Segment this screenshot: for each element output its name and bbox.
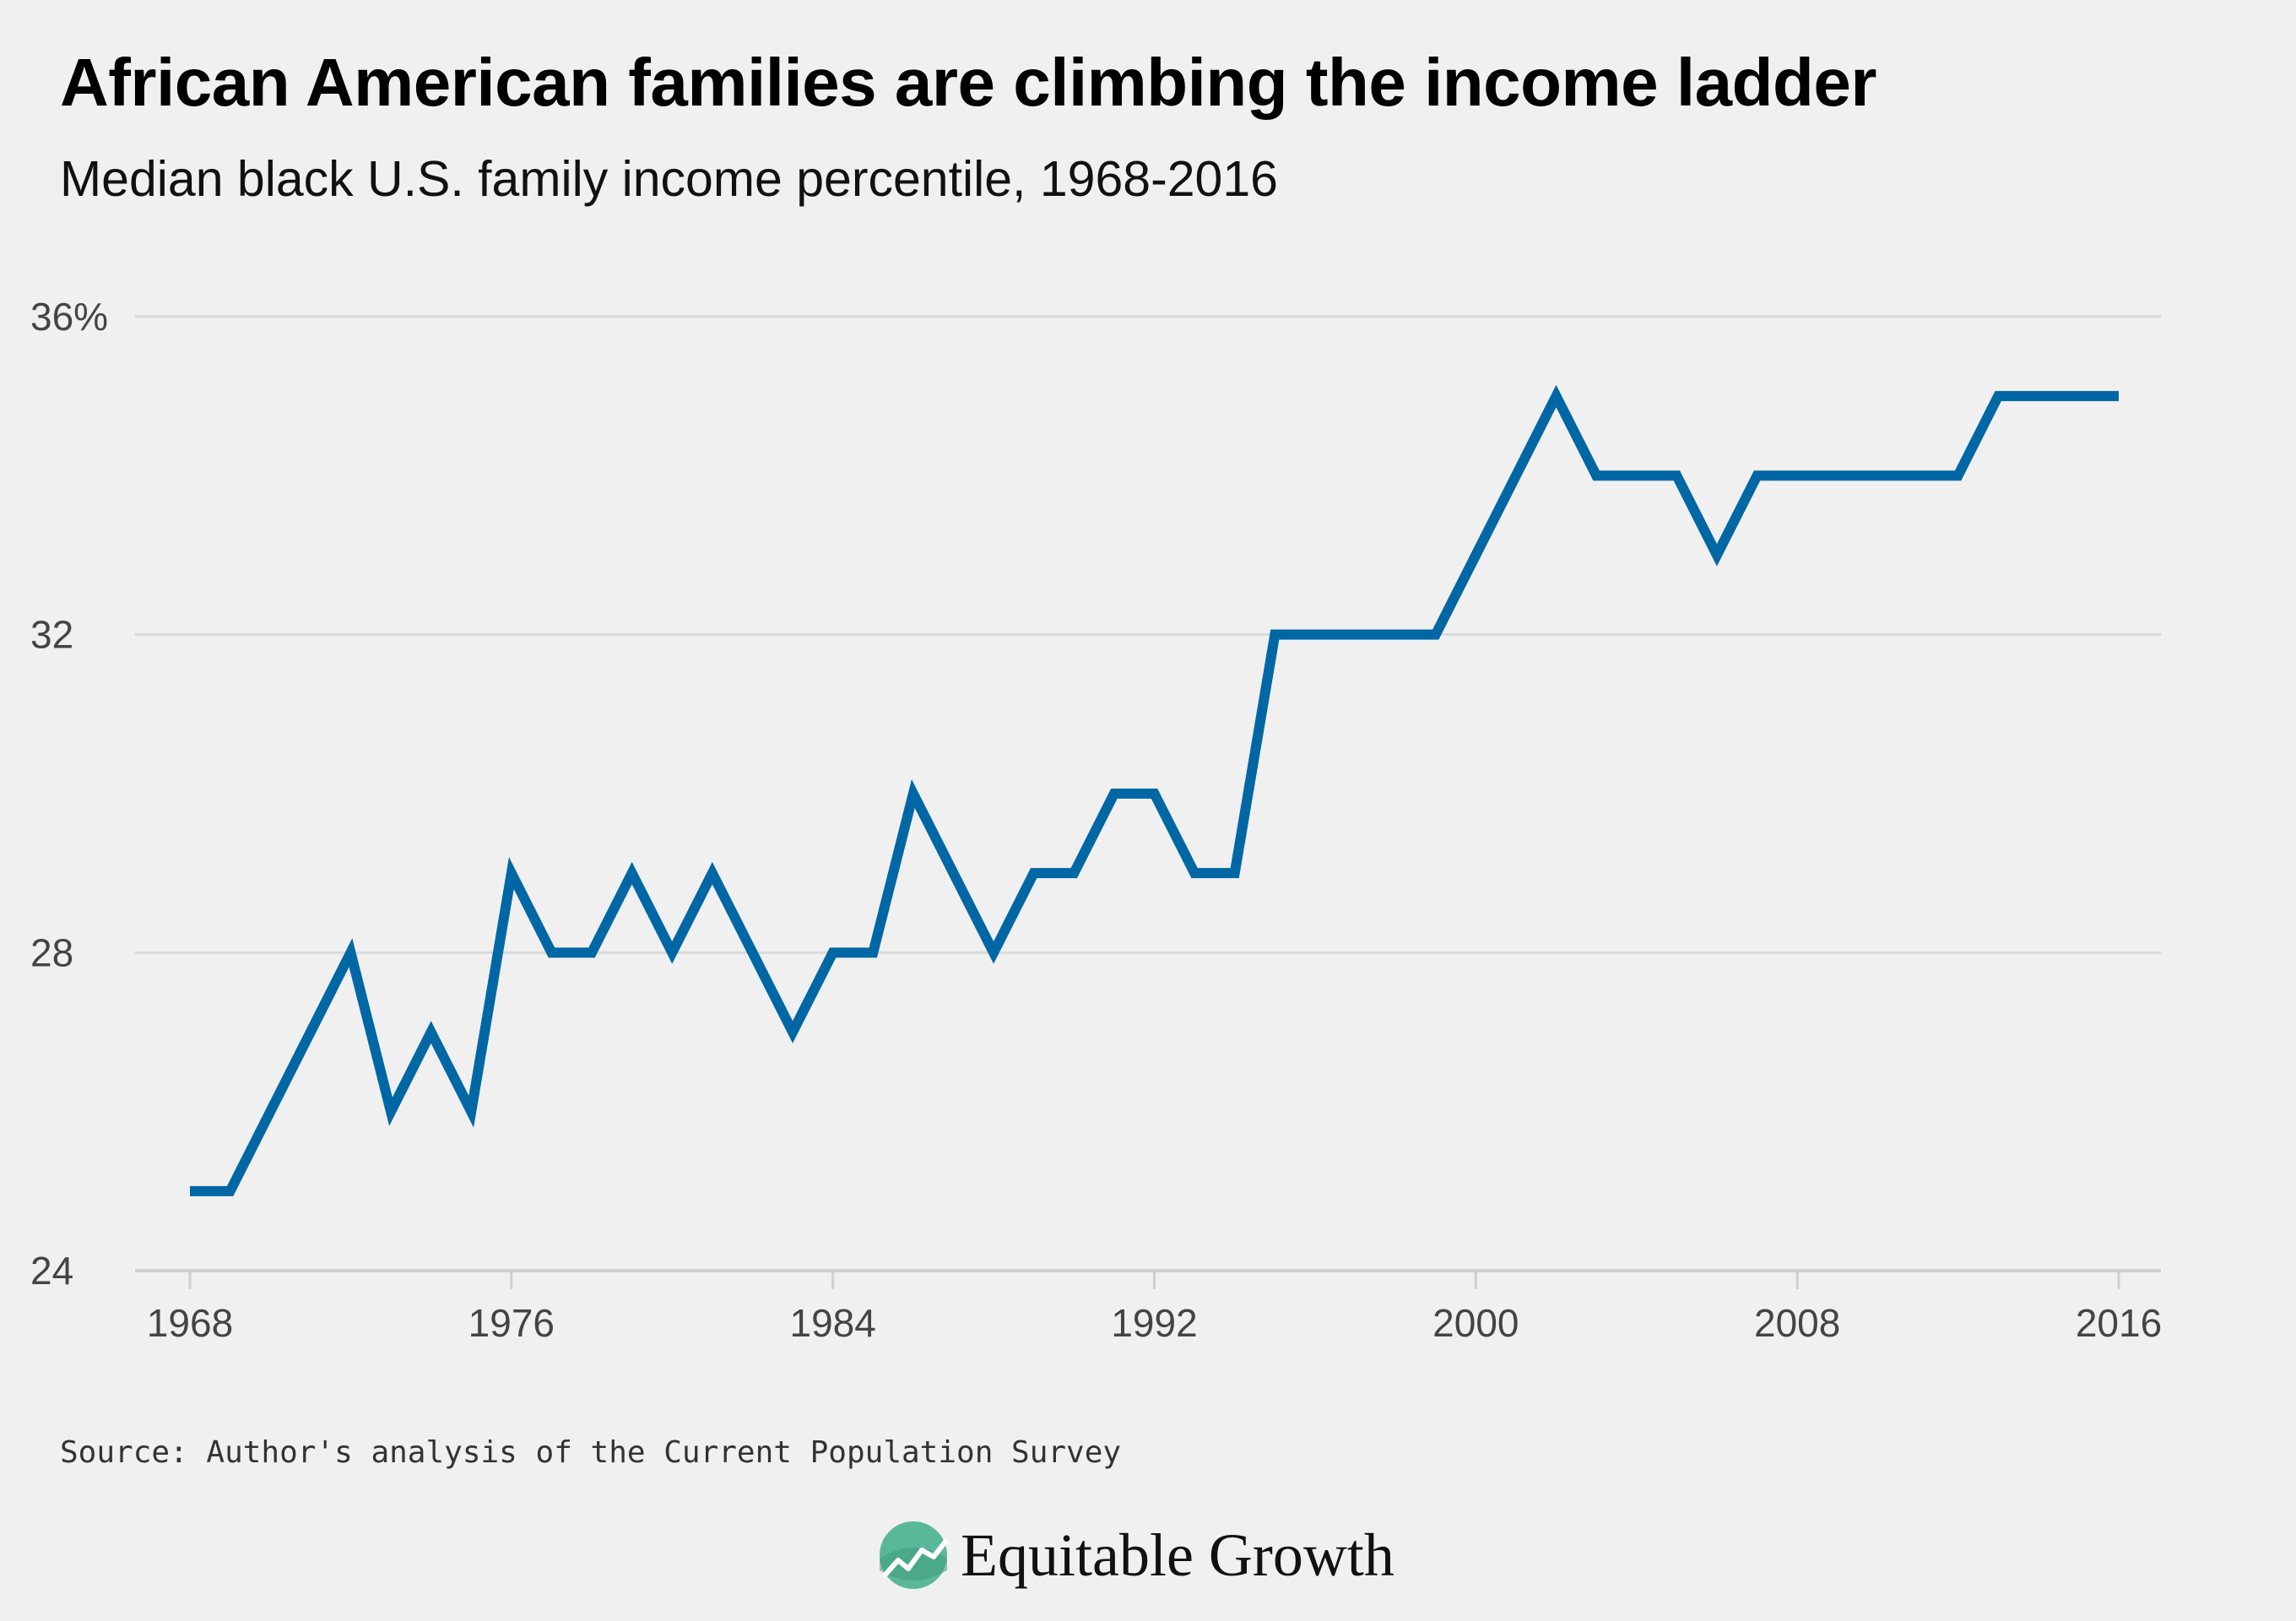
x-tick-label: 1976	[468, 1301, 555, 1345]
x-axis-labels: 1968 1976 1984 1992 2000 2008 2016	[147, 1301, 2162, 1345]
equitable-growth-logo-icon	[880, 1521, 948, 1589]
y-tick-label: 28	[30, 930, 73, 974]
y-tick-label: 24	[30, 1249, 73, 1293]
series-line-layer	[190, 384, 2119, 1196]
line-chart: 24 28 32 36% 1968 1976 1984 1992 2000 2008 2016	[30, 295, 2162, 1345]
x-tick-label: 1968	[147, 1301, 233, 1345]
x-tick-label: 1992	[1111, 1301, 1197, 1345]
x-tick-label: 2008	[1754, 1301, 1840, 1345]
brand-logo: Equitable Growth	[878, 1520, 1394, 1591]
series-line	[190, 384, 2119, 1196]
brand-name: Equitable Growth	[961, 1521, 1394, 1589]
chart-subtitle: Median black U.S. family income percenti…	[60, 151, 1278, 207]
x-axis	[188, 1271, 2120, 1289]
y-tick-label: 36%	[30, 295, 108, 339]
x-tick-label: 1984	[789, 1301, 875, 1345]
y-tick-label: 32	[30, 613, 73, 657]
gridlines	[135, 315, 2161, 1272]
source-note: Source: Author's analysis of the Current…	[60, 1435, 1122, 1470]
x-tick-label: 2000	[1432, 1301, 1519, 1345]
x-tick-label: 2016	[2076, 1301, 2162, 1345]
chart-title: African American families are climbing t…	[60, 45, 1876, 120]
y-axis-labels: 24 28 32 36%	[30, 295, 108, 1293]
